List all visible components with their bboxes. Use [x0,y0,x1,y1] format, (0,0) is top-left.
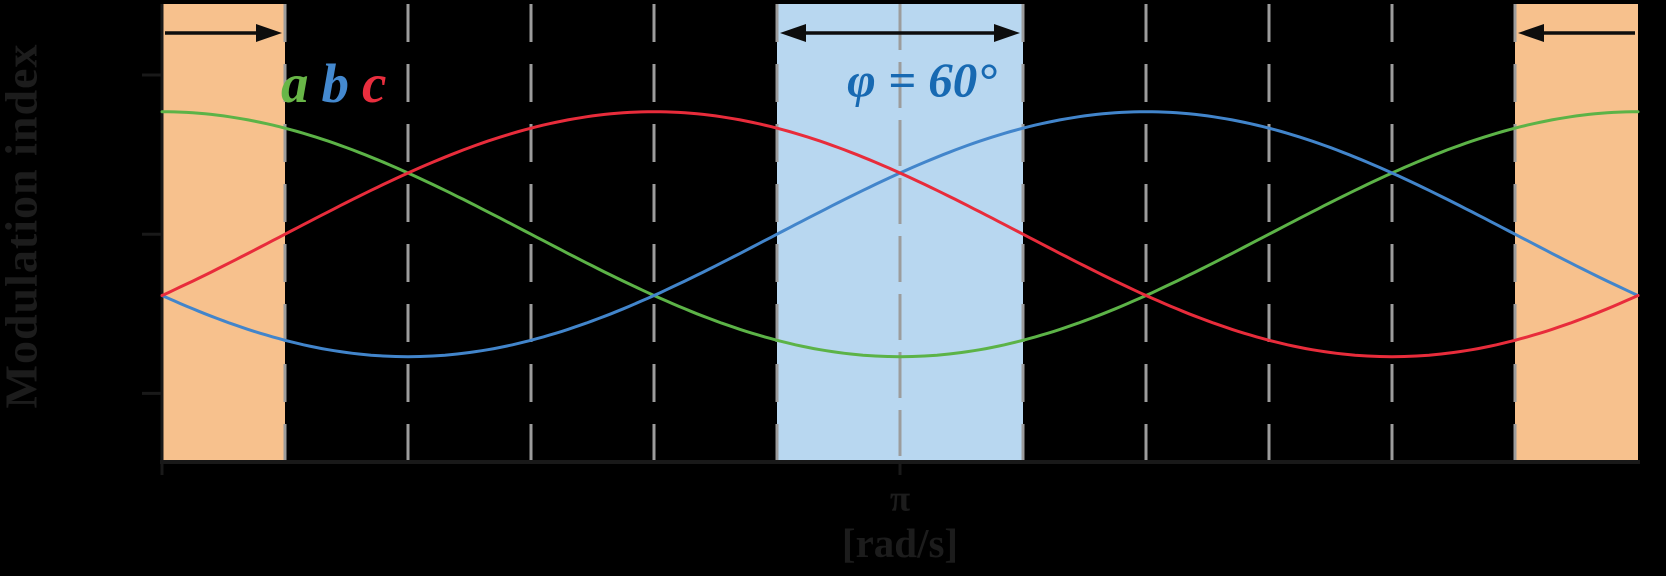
x-tick-label-pi: π [889,478,911,520]
arrow-right-orange-head [1518,24,1544,42]
legend-label-a: a [281,53,309,114]
x-axis-unit-label: [rad/s] [841,520,959,566]
y-axis-label: Modulation index [0,43,47,409]
curve-c [160,110,1640,359]
arrow-left-orange-head [256,24,282,42]
arrow-phi-blue-head [780,24,806,42]
arrow-phi-blue-head [994,24,1020,42]
band-right-orange [1515,4,1638,462]
legend-label-c: c [362,53,387,114]
curve-legend: a b c [281,56,386,111]
legend-label-b: b [321,53,350,114]
band-left-orange [162,4,285,462]
phi-annotation: φ = 60° [847,52,997,108]
